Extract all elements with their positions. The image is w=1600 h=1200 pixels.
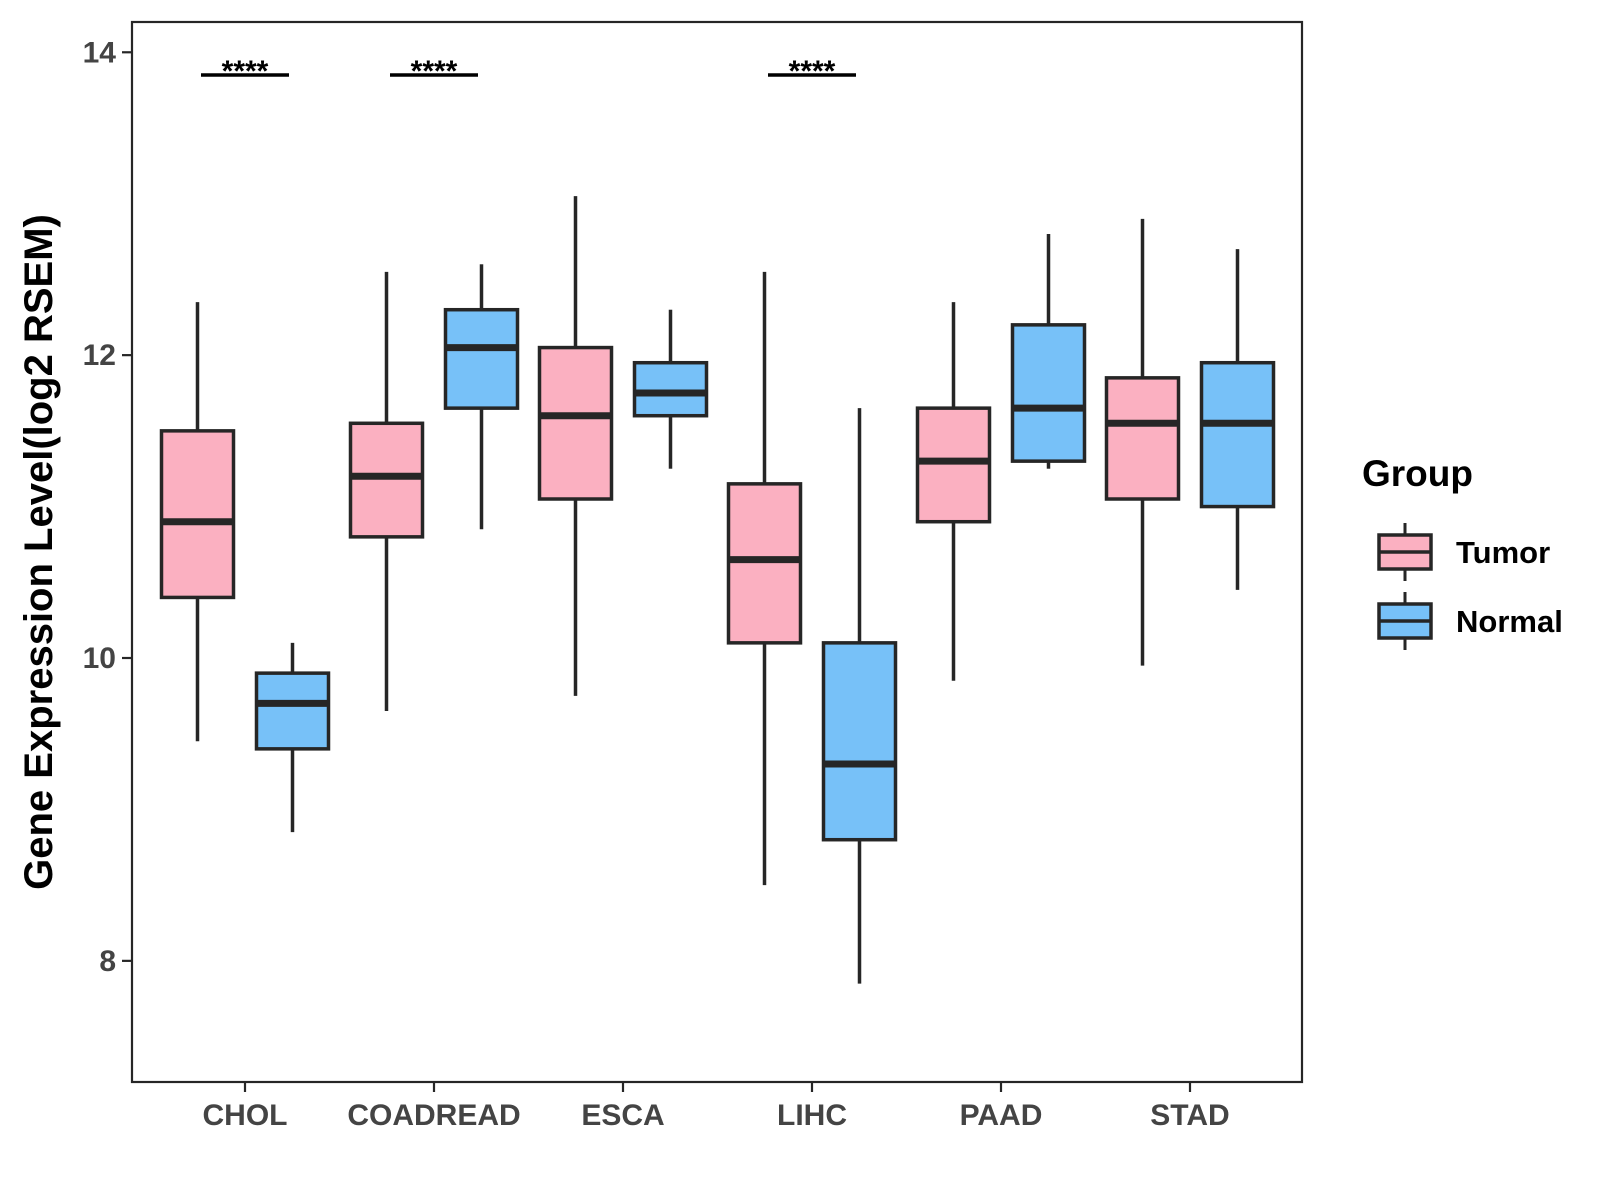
box-body-tumor-esca (537, 345, 614, 501)
y-tick-label-10: 10 (83, 642, 116, 675)
boxes-layer (159, 196, 1276, 984)
box-body-normal-lihc (821, 641, 898, 842)
box-body-tumor-lihc (726, 482, 803, 645)
significance-label-lihc: **** (789, 55, 836, 88)
y-tick-label-14: 14 (83, 36, 117, 69)
box-tumor-paad (915, 302, 992, 681)
box-tumor-lihc (726, 271, 803, 886)
box-body-tumor-stad (1104, 376, 1181, 501)
box-tumor-coadread (348, 271, 425, 711)
box-body-normal-chol (254, 671, 331, 751)
box-tumor-esca (537, 196, 614, 696)
legend-title: Group (1362, 453, 1473, 494)
box-normal-chol (254, 642, 331, 833)
box-body-normal-stad (1199, 360, 1276, 509)
y-tick-label-8: 8 (99, 945, 116, 978)
significance-label-coadread: **** (411, 55, 458, 88)
y-tick-label-12: 12 (83, 339, 116, 372)
legend-entry-tumor: Tumor (1377, 523, 1550, 581)
box-body-normal-paad (1010, 323, 1087, 463)
x-tick-label-stad: STAD (1150, 1099, 1229, 1132)
legend-label-normal: Normal (1456, 604, 1563, 639)
box-body-tumor-chol (159, 429, 236, 600)
legend-entry-normal: Normal (1377, 592, 1563, 650)
box-tumor-stad (1104, 218, 1181, 666)
x-tick-label-paad: PAAD (960, 1099, 1043, 1132)
box-normal-stad (1199, 249, 1276, 590)
y-axis-title: Gene Expression Level(log2 RSEM) (17, 214, 61, 890)
box-normal-paad (1010, 234, 1087, 469)
box-body-tumor-paad (915, 406, 992, 524)
significance-layer: **** **** **** (201, 55, 856, 88)
box-normal-esca (632, 309, 709, 469)
box-normal-lihc (821, 408, 898, 984)
plot-panel-border (130, 20, 1304, 1084)
x-tick-label-chol: CHOL (203, 1099, 288, 1132)
box-tumor-chol (159, 302, 236, 742)
box-body-tumor-coadread (348, 421, 425, 539)
legend: Tumor Normal (1377, 523, 1563, 650)
x-tick-label-lihc: LIHC (777, 1099, 847, 1132)
axes-layer: 8 10 12 14 CHOL COADREAD ESCA LIHC PAAD STAD (83, 20, 1304, 1132)
legend-label-tumor: Tumor (1456, 535, 1550, 570)
x-tick-label-esca: ESCA (581, 1099, 664, 1132)
box-normal-coadread (443, 264, 520, 530)
box-body-normal-esca (632, 360, 709, 418)
significance-label-chol: **** (222, 55, 269, 88)
x-tick-label-coadread: COADREAD (347, 1099, 520, 1132)
box-body-normal-coadread (443, 307, 520, 410)
